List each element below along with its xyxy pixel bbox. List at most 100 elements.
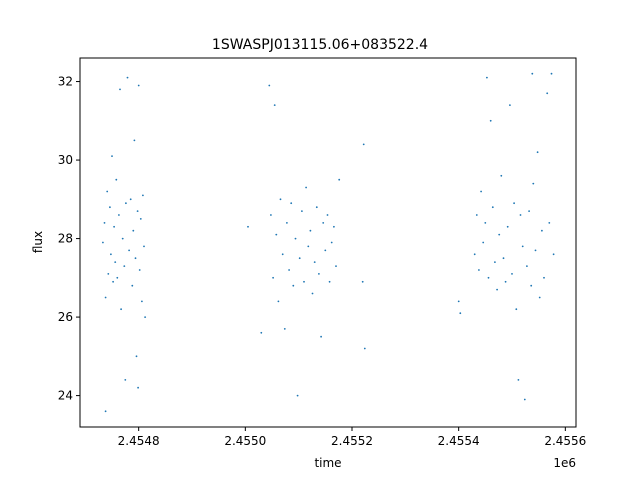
data-point-0-24 xyxy=(133,139,136,142)
data-point-0-50 xyxy=(288,269,290,271)
data-point-0-114 xyxy=(548,222,551,224)
data-point-0-115 xyxy=(550,72,553,75)
data-point-0-60 xyxy=(309,229,312,232)
data-point-0-82 xyxy=(480,190,482,193)
data-point-0-83 xyxy=(482,241,485,244)
y-tick-label-2: 28 xyxy=(58,232,73,246)
data-point-0-29 xyxy=(138,269,141,271)
data-point-0-71 xyxy=(333,225,335,228)
data-point-0-98 xyxy=(513,202,515,205)
data-point-0-25 xyxy=(134,257,137,260)
plot-frame xyxy=(79,57,577,428)
data-point-0-13 xyxy=(118,214,120,216)
data-point-0-80 xyxy=(475,214,478,216)
data-point-0-113 xyxy=(546,92,549,95)
data-point-0-15 xyxy=(120,308,122,311)
data-point-0-111 xyxy=(541,229,543,232)
data-point-0-10 xyxy=(114,261,117,263)
data-point-0-70 xyxy=(330,241,333,244)
data-point-0-8 xyxy=(112,280,114,283)
data-point-0-28 xyxy=(137,84,140,87)
data-points xyxy=(102,72,555,413)
chart-title: 1SWASPJ013115.06+083522.4 xyxy=(212,37,428,53)
data-point-0-18 xyxy=(125,202,127,205)
x-tick-label-1: 2.4550 xyxy=(224,434,266,448)
data-point-0-117 xyxy=(531,72,534,75)
data-point-0-87 xyxy=(489,119,492,122)
data-point-0-37 xyxy=(137,386,140,389)
data-point-0-61 xyxy=(311,292,314,295)
data-point-0-74 xyxy=(362,143,365,146)
data-point-0-84 xyxy=(484,222,487,224)
data-point-0-102 xyxy=(521,245,524,248)
data-point-0-106 xyxy=(530,284,533,287)
data-point-0-107 xyxy=(532,182,535,185)
data-point-0-116 xyxy=(552,253,555,256)
data-point-0-66 xyxy=(322,222,325,224)
data-point-0-38 xyxy=(247,225,249,228)
data-point-0-85 xyxy=(486,76,488,79)
x-axis-label: time xyxy=(314,456,341,470)
data-point-0-42 xyxy=(272,276,274,279)
x-tick-label-0: 2.4548 xyxy=(118,434,160,448)
data-point-0-44 xyxy=(275,233,278,236)
data-point-0-76 xyxy=(361,280,364,283)
data-point-0-69 xyxy=(328,280,331,283)
data-point-0-101 xyxy=(519,214,522,216)
data-point-0-34 xyxy=(144,316,147,318)
data-point-0-95 xyxy=(506,225,509,228)
x-ticks: 2.4548 2.4550 2.4552 2.4554 2.4556 xyxy=(118,427,586,448)
data-point-0-92 xyxy=(500,174,503,177)
data-point-0-52 xyxy=(292,284,295,287)
data-point-0-33 xyxy=(143,245,145,248)
data-point-0-105 xyxy=(528,210,530,213)
data-point-0-17 xyxy=(123,265,126,267)
y-tick-label-3: 30 xyxy=(58,153,73,167)
x-axis-offset-label: 1e6 xyxy=(553,456,576,470)
data-point-0-103 xyxy=(523,398,526,401)
data-point-0-36 xyxy=(124,379,127,381)
data-point-0-65 xyxy=(320,335,322,338)
data-point-0-108 xyxy=(534,249,537,252)
data-point-0-3 xyxy=(106,190,109,193)
data-point-0-56 xyxy=(301,210,303,213)
data-point-0-27 xyxy=(136,210,139,213)
data-point-0-58 xyxy=(305,186,307,189)
data-point-0-72 xyxy=(335,265,337,267)
x-tick-label-3: 2.4554 xyxy=(438,434,480,448)
data-point-0-31 xyxy=(141,300,143,303)
data-point-0-48 xyxy=(283,328,286,330)
data-point-0-110 xyxy=(538,296,541,299)
data-point-0-5 xyxy=(109,206,111,209)
data-point-0-73 xyxy=(338,178,341,181)
data-point-0-68 xyxy=(326,214,329,216)
data-point-0-104 xyxy=(526,265,528,267)
data-point-0-49 xyxy=(286,222,288,224)
data-point-0-16 xyxy=(121,237,124,240)
data-point-0-90 xyxy=(496,288,498,291)
x-tick-label-4: 2.4556 xyxy=(544,434,586,448)
data-point-0-32 xyxy=(142,194,144,197)
data-point-0-41 xyxy=(270,214,272,216)
data-point-0-11 xyxy=(115,178,118,181)
data-point-0-63 xyxy=(315,206,318,209)
y-axis-label: flux xyxy=(31,231,45,253)
data-point-0-81 xyxy=(478,269,480,271)
data-point-0-91 xyxy=(498,233,501,236)
data-point-0-79 xyxy=(473,253,476,256)
data-point-0-7 xyxy=(111,155,113,158)
data-point-0-43 xyxy=(273,104,276,106)
y-tick-label-4: 32 xyxy=(58,75,73,89)
data-point-0-78 xyxy=(459,312,462,315)
data-point-0-26 xyxy=(135,355,138,358)
y-tick-label-1: 26 xyxy=(58,310,73,324)
data-point-0-22 xyxy=(131,284,134,287)
data-point-0-75 xyxy=(363,347,366,350)
data-point-0-109 xyxy=(536,151,539,154)
data-point-0-77 xyxy=(457,300,460,303)
data-point-0-89 xyxy=(494,261,496,263)
y-tick-label-0: 24 xyxy=(58,389,73,403)
